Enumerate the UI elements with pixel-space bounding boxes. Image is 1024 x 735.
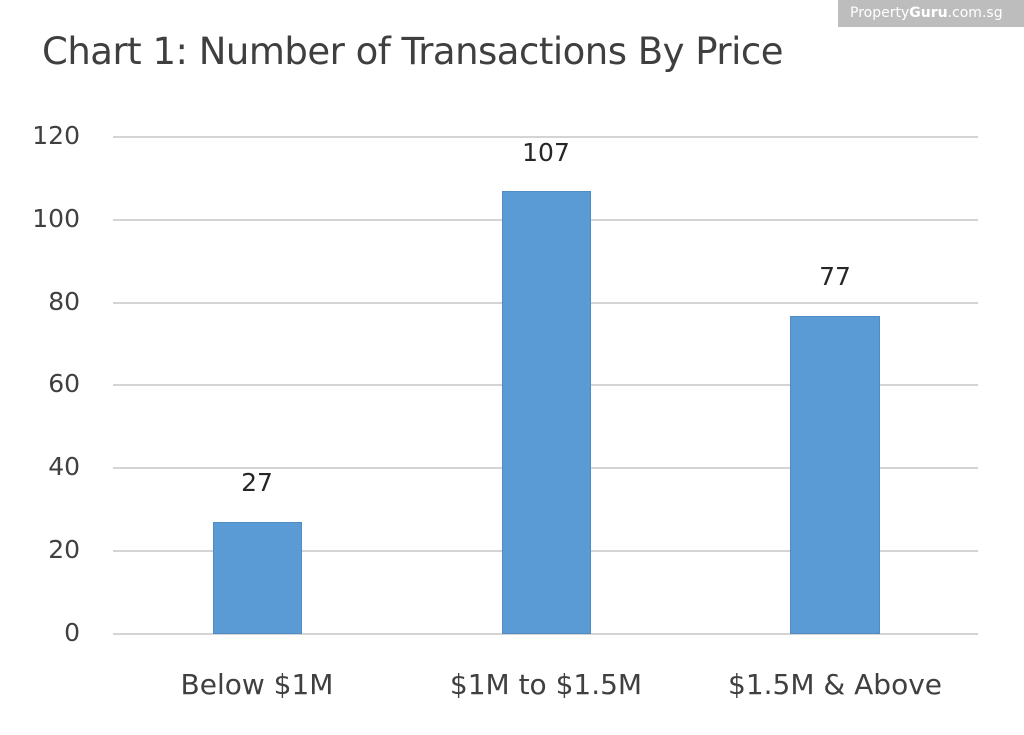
data-label: 77 [819,262,851,291]
gridline-0 [113,633,978,635]
watermark-brand-light: Property [850,5,910,21]
y-tick-label: 40 [48,452,80,481]
watermark-suffix: .com.sg [947,5,1003,21]
watermark-brand-bold: Guru [909,5,948,21]
data-label: 27 [241,468,273,497]
bar-1m-to-1-5m [502,191,591,634]
y-tick-label: 0 [64,618,80,647]
bar-1-5m-and-above [790,316,880,634]
y-tick-label: 120 [32,121,80,150]
y-tick-label: 80 [48,287,80,316]
x-tick-label: $1M to $1.5M [449,668,643,701]
y-tick-label: 60 [48,369,80,398]
bar-below-1m [213,522,302,634]
propertyguru-watermark: PropertyGuru.com.sg [838,0,1024,27]
gridline-120 [113,136,978,138]
x-tick-label: $1.5M & Above [728,668,942,701]
chart-title: Chart 1: Number of Transactions By Price [42,30,784,73]
y-tick-label: 20 [48,535,80,564]
x-tick-label: Below $1M [180,668,334,701]
y-tick-label: 100 [32,204,80,233]
data-label: 107 [522,138,570,167]
